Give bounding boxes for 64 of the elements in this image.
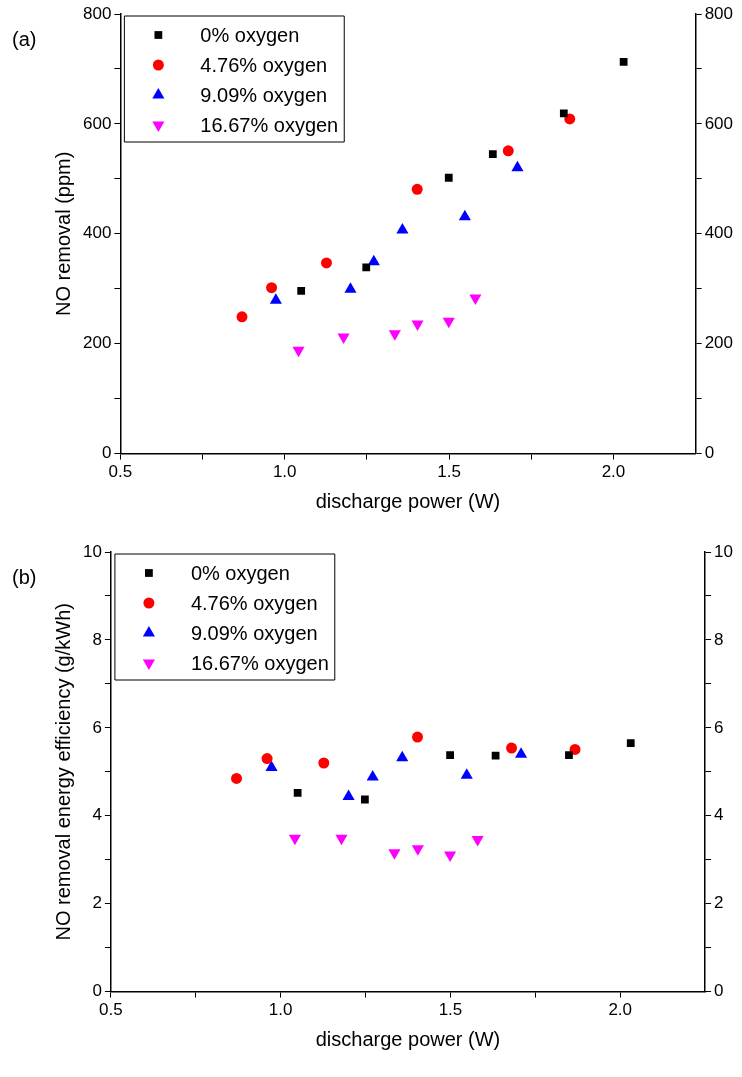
- point: [469, 294, 482, 306]
- y-tick-label: 6: [92, 717, 102, 737]
- x-tick-label: 1.5: [437, 462, 461, 482]
- point: [564, 113, 576, 125]
- point: [488, 150, 497, 159]
- x-tick-label: 1.0: [268, 1000, 293, 1020]
- y2-tick-label: 2: [714, 893, 724, 913]
- point: [362, 263, 371, 272]
- y-tick-label: 8: [92, 629, 102, 649]
- point: [502, 145, 514, 157]
- point: [559, 109, 568, 118]
- y-tick-label: 800: [82, 3, 112, 23]
- legend-label: 9.09% oxygen: [190, 621, 318, 644]
- text: (b): [12, 565, 37, 588]
- legend-label: 0% oxygen: [200, 23, 300, 46]
- point: [444, 173, 453, 182]
- point: [320, 257, 332, 269]
- text: (a): [12, 27, 37, 50]
- y2-tick-label: 800: [704, 3, 734, 23]
- legend-label: 4.76% oxygen: [190, 591, 318, 614]
- point: [266, 282, 278, 294]
- y2-tick-label: 0: [714, 981, 724, 1001]
- legend-label: 16.67% oxygen: [200, 113, 339, 136]
- x-tick-label: 1.0: [272, 462, 297, 482]
- y-axis-title: NO removal energy efficiency (g/kWh): [51, 603, 74, 941]
- legend-label: 4.76% oxygen: [200, 53, 328, 76]
- y2-tick-label: 400: [704, 223, 734, 243]
- y2-tick-label: 200: [704, 333, 734, 353]
- y2-tick-label: 4: [714, 805, 724, 825]
- y-tick-label: 10: [82, 541, 102, 561]
- x-tick-label: 0.5: [108, 462, 133, 482]
- y2-tick-label: 0: [704, 443, 715, 463]
- point: [442, 317, 455, 329]
- legend-label: 9.09% oxygen: [200, 83, 328, 106]
- point: [458, 209, 471, 221]
- legend-label: 0% oxygen: [190, 561, 290, 584]
- y-tick-label: 4: [92, 805, 102, 825]
- point: [511, 160, 524, 172]
- y-axis-title: NO removal (ppm): [51, 151, 74, 317]
- point: [411, 183, 423, 195]
- x-tick-label: 2.0: [608, 1000, 633, 1020]
- point: [337, 333, 350, 345]
- y-tick-label: 200: [82, 333, 112, 353]
- x-tick-label: 2.0: [601, 462, 626, 482]
- y-tick-label: 600: [82, 113, 112, 133]
- y2-tick-label: 8: [714, 629, 724, 649]
- y2-tick-label: 600: [704, 113, 734, 133]
- y2-tick-label: 10: [714, 541, 734, 561]
- y2-tick-label: 6: [714, 717, 724, 737]
- y-tick-label: 0: [101, 443, 112, 463]
- y-tick-label: 0: [92, 981, 102, 1001]
- y-tick-label: 2: [92, 893, 102, 913]
- x-tick-label: 1.5: [438, 1000, 463, 1020]
- point: [411, 320, 424, 331]
- point: [297, 287, 306, 295]
- x-axis-title: discharge power (W): [315, 489, 501, 512]
- y-tick-label: 400: [82, 223, 112, 243]
- x-axis-title: discharge power (W): [315, 1027, 501, 1050]
- point: [619, 57, 628, 66]
- point: [388, 330, 401, 341]
- x-tick-label: 0.5: [99, 1000, 123, 1020]
- point: [292, 346, 305, 358]
- legend-label: 16.67% oxygen: [190, 651, 329, 674]
- point: [236, 311, 248, 323]
